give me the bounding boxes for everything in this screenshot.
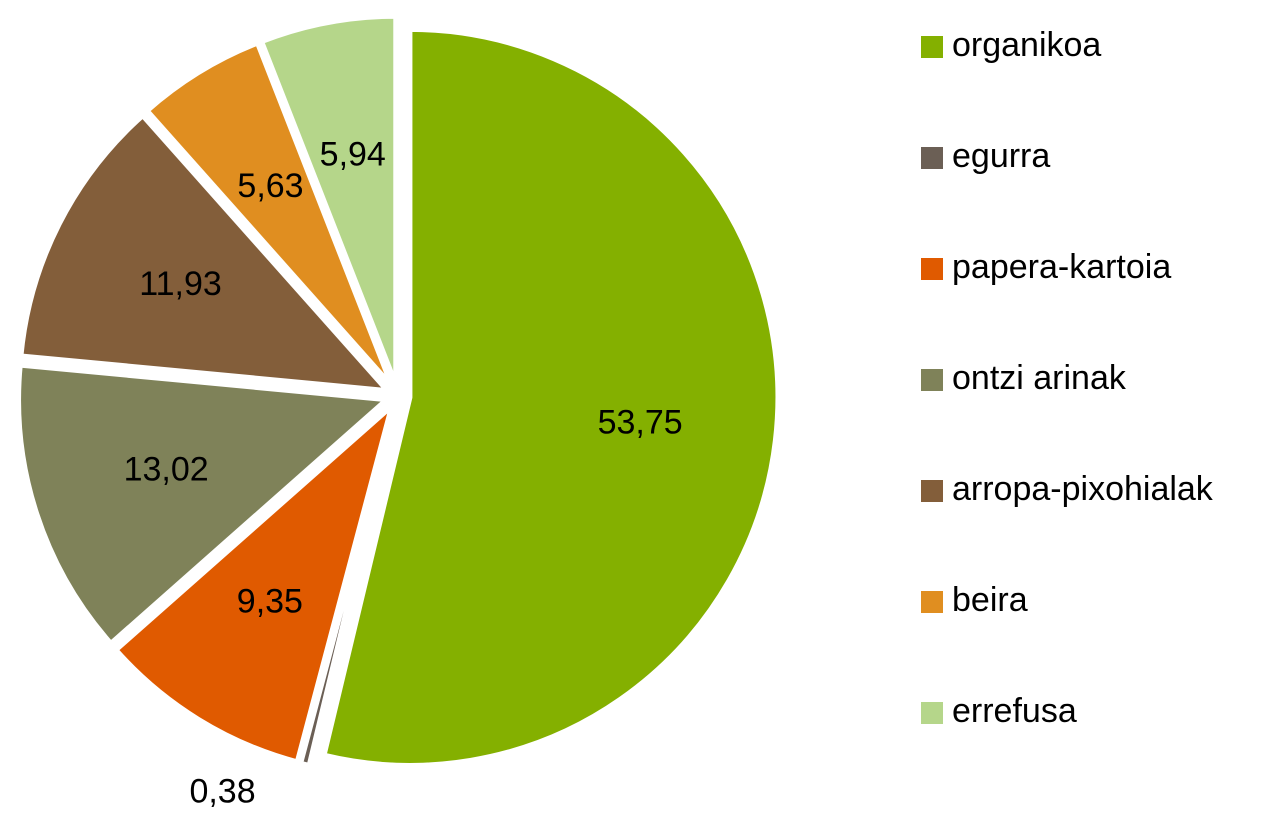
data-label: 11,93 [139,265,222,303]
legend-swatch [921,702,943,724]
legend-label: ontzi arinak [952,359,1127,397]
data-label: 53,75 [598,404,683,442]
pie-slice [321,26,781,768]
legend-swatch [921,369,943,391]
legend-swatch [921,258,943,280]
data-label: 5,63 [237,167,303,205]
legend-swatch [921,36,943,58]
legend-label: errefusa [952,692,1077,730]
legend-label: papera-kartoia [952,248,1171,286]
data-label: 0,38 [189,772,255,810]
legend-swatch [921,480,943,502]
data-label: 13,02 [124,450,209,488]
pie-slice [18,113,390,394]
legend-label: arropa-pixohialak [952,470,1214,508]
legend-label: organikoa [952,26,1101,64]
pie-slice [144,40,395,389]
pie-slice [298,405,398,768]
legend-label: egurra [952,137,1050,175]
pie-slice [259,13,399,387]
legend-label: beira [952,581,1028,619]
pie-slice [16,362,390,646]
pie-slice [113,403,395,765]
data-label: 9,35 [237,582,303,620]
data-label: 5,94 [320,135,386,173]
legend-swatch [921,591,943,613]
legend-swatch [921,147,943,169]
